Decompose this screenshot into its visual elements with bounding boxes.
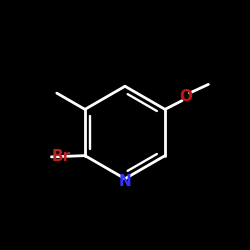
- Text: Br: Br: [52, 150, 71, 164]
- Text: O: O: [179, 90, 192, 104]
- Text: N: N: [118, 174, 132, 189]
